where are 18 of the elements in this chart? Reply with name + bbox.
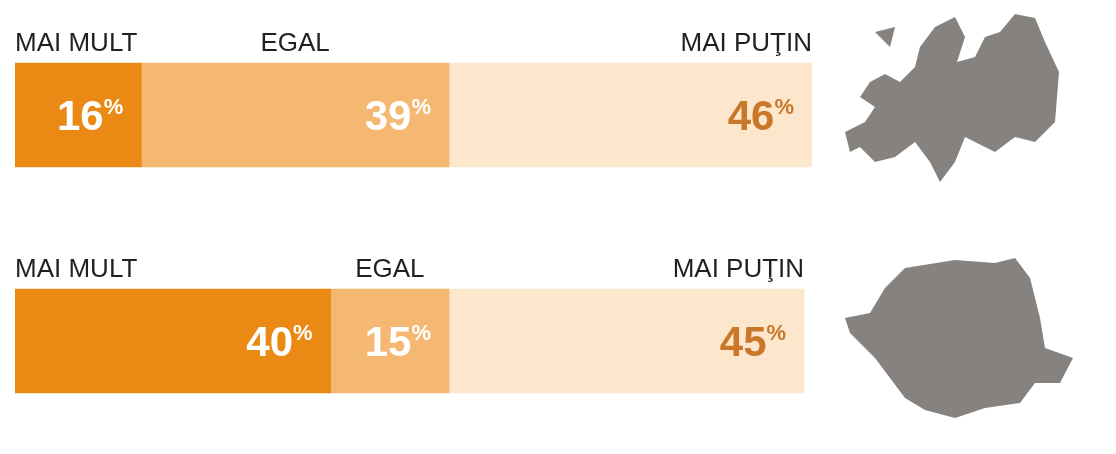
bar	[448, 288, 805, 394]
bar	[140, 62, 450, 168]
bar	[15, 288, 331, 394]
series-label: MAI PUŢIN	[680, 27, 812, 58]
data-label: 40%	[246, 318, 313, 365]
data-label: 46%	[727, 92, 794, 139]
text: MAI MULT	[15, 253, 138, 284]
data-label: 15%	[364, 318, 432, 365]
bar	[15, 62, 142, 168]
text: MAI PUŢIN	[672, 253, 805, 284]
data-label: 16%	[56, 92, 124, 139]
bar	[330, 288, 450, 394]
series-label: MAI MULT	[15, 27, 138, 58]
bar	[448, 62, 812, 168]
data-label: 39%	[364, 92, 432, 139]
data-label: 45%	[719, 318, 787, 365]
text: EGAL	[355, 253, 425, 284]
series-label: EGAL	[260, 27, 330, 58]
